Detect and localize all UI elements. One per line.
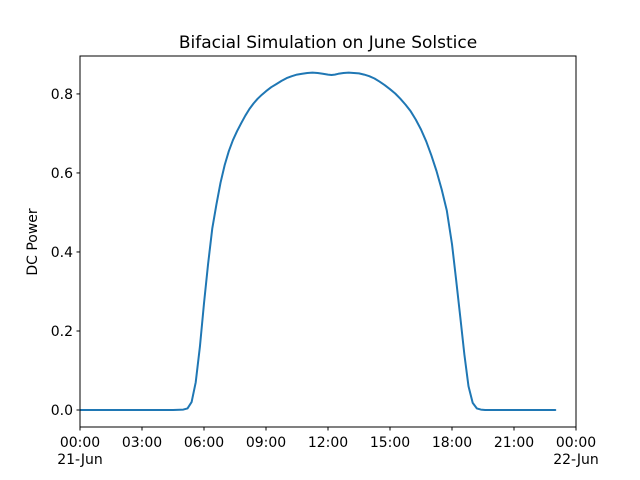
x-tick-label: 18:00 — [432, 435, 472, 451]
x-tick-label: 03:00 — [122, 435, 162, 451]
x-tick-label: 15:00 — [370, 435, 410, 451]
y-tick-label: 0.8 — [51, 87, 73, 103]
chart-title: Bifacial Simulation on June Solstice — [179, 33, 477, 53]
x-tick-label: 00:00 — [60, 435, 100, 451]
x-tick-label: 00:00 — [556, 435, 596, 451]
x-tick-label: 09:00 — [246, 435, 286, 451]
x-tick-label: 21:00 — [494, 435, 534, 451]
x-tick-sublabel: 21-Jun — [57, 452, 103, 468]
y-tick-label: 0.4 — [51, 245, 73, 261]
plot-border — [79, 55, 577, 428]
y-axis-label: DC Power — [25, 208, 41, 276]
x-tick-label: 12:00 — [308, 435, 348, 451]
y-axis-ticks: 0.0 0.2 0.4 0.6 0.8 — [51, 87, 80, 419]
y-tick-label: 0.2 — [51, 324, 73, 340]
y-tick-label: 0.6 — [51, 166, 73, 182]
y-tick-label: 0.0 — [51, 403, 73, 419]
x-tick-sublabel: 22-Jun — [553, 452, 599, 468]
x-tick-label: 06:00 — [184, 435, 224, 451]
dc-power-line — [79, 71, 557, 411]
